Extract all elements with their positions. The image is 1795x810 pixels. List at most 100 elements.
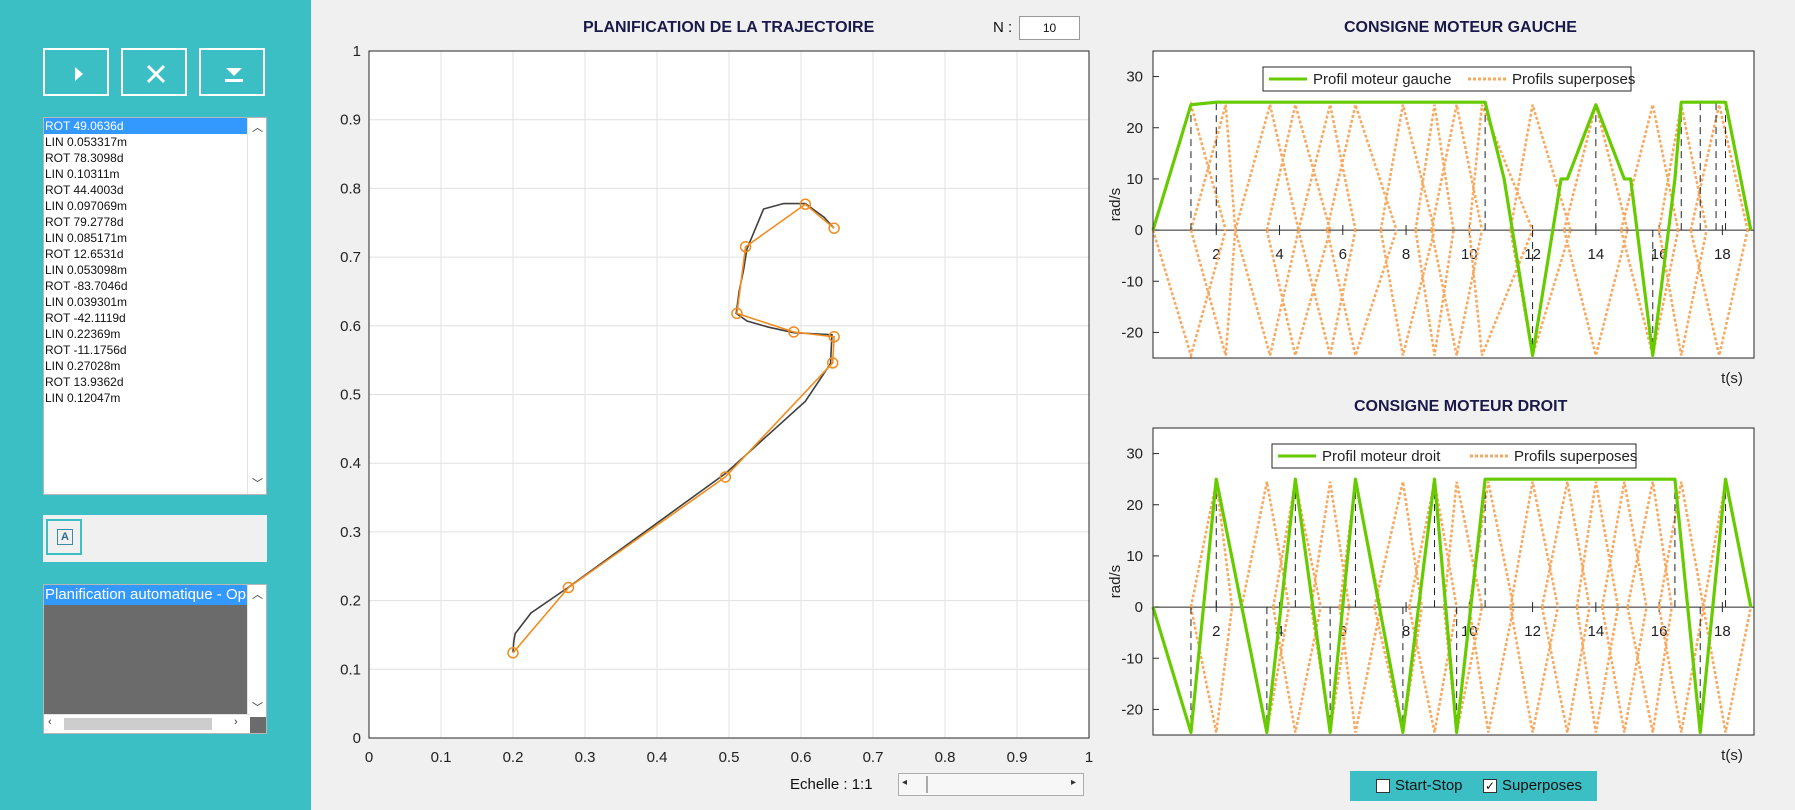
superposed-profile [1657,606,1705,733]
command-item[interactable]: LIN 0.22369m [45,327,121,341]
auto-plan-panel: A [43,515,267,562]
log-hscroll-thumb[interactable] [64,718,212,730]
y-tick-label: 30 [1126,69,1143,86]
command-item[interactable]: LIN 0.039301m [45,295,128,309]
log-vscroll[interactable]: ︿ ﹀ [247,585,266,717]
command-item[interactable]: ROT -83.7046d [45,279,128,293]
x-tick-label: 12 [1524,623,1541,640]
scroll-right-icon[interactable]: › [234,716,238,728]
command-item[interactable]: LIN 0.10311m [45,167,120,181]
slider-left-icon[interactable]: ◂ [902,777,908,788]
legend-main-label: Profil moteur gauche [1313,71,1451,88]
superposed-profile [1468,104,1534,231]
scroll-up-icon[interactable]: ︿ [252,589,263,601]
superposes-checkbox[interactable]: ✓ [1483,779,1497,793]
waypoint-marker [799,198,812,210]
superposed-profile [1189,229,1237,356]
download-button[interactable] [199,48,265,96]
start-stop-checkbox[interactable] [1376,779,1390,793]
x-tick-label: 0.2 [503,749,524,766]
log-list[interactable]: Planification automatique - Op ︿ ﹀ ‹ › [43,584,267,734]
scroll-up-icon[interactable]: ︿ [252,122,263,134]
superposed-profile [1309,481,1351,608]
command-item[interactable]: ROT 44.4003d [45,183,124,197]
command-item[interactable]: LIN 0.053098m [45,263,128,277]
motor-profile-line [1151,100,1753,358]
n-label: N : [993,19,1013,36]
superposed-profile [1562,104,1629,231]
echelle-slider[interactable]: ◂ ▸ [898,773,1084,796]
trajectory-title: PLANIFICATION DE LA TRAJECTOIRE [583,19,875,36]
x-tick-label: 2 [1212,246,1220,263]
command-item[interactable]: LIN 0.053317m [45,135,128,149]
auto-plan-button[interactable]: A [46,519,82,555]
x-tick-label: 2 [1212,623,1220,640]
y-tick-label: 1 [353,43,361,60]
y-tick-label: 0.2 [340,593,361,610]
right-motor-title: CONSIGNE MOTEUR DROIT [1354,398,1568,415]
x-tick-label: 0.9 [1007,749,1028,766]
command-item[interactable]: LIN 0.097069m [45,199,128,213]
command-item[interactable]: LIN 0.27028m [45,359,121,373]
waypoint-path-line [512,203,835,654]
close-icon [146,64,166,84]
superposed-profile [1509,104,1572,231]
scroll-left-icon[interactable]: ‹ [48,716,52,728]
command-item[interactable]: ROT 78.3098d [45,151,124,165]
y-tick-label: 10 [1126,171,1143,188]
waypoint-marker [788,326,800,338]
x-tick-label: 0 [365,749,373,766]
y-tick-label: 10 [1126,548,1143,565]
n-input[interactable]: 10 [1019,16,1080,40]
scroll-down-icon[interactable]: ﹀ [252,702,263,714]
superposed-profile [1600,606,1648,733]
clear-button[interactable] [121,48,187,96]
echelle-label: Echelle : 1:1 [790,776,873,793]
echelle-slider-thumb[interactable] [926,776,928,793]
planned-path-line [512,202,834,653]
y-tick-label: 0.3 [340,524,361,541]
y-tick-label: 0.8 [340,180,361,197]
command-item[interactable]: ROT 12.6531d [45,247,124,261]
x-tick-label: 14 [1587,246,1604,263]
y-tick-label: 0.7 [340,249,361,266]
command-item[interactable]: ROT -11.1756d [45,343,127,357]
command-item[interactable]: ROT 13.9362d [45,375,124,389]
play-button[interactable] [43,48,109,96]
y-axis-label: rad/s [1107,565,1124,598]
superposed-profile [1562,229,1629,356]
y-tick-label: -10 [1121,650,1143,667]
superposed-profile [1442,481,1484,608]
motor-profile-line [1151,477,1753,735]
waypoint-marker [828,331,840,343]
scroll-down-icon[interactable]: ﹀ [252,478,263,490]
superposed-profile [1271,606,1322,733]
command-item[interactable]: ROT -42.1119d [45,311,126,325]
command-item[interactable]: ROT 49.0636d [44,118,247,134]
command-item[interactable]: LIN 0.12047m [45,391,121,405]
x-tick-label: 14 [1587,623,1604,640]
download-icon [225,68,243,82]
log-hscroll[interactable]: ‹ › [44,714,250,733]
log-entry[interactable]: Planification automatique - Op [44,585,251,605]
x-tick-label: 8 [1402,246,1410,263]
command-list[interactable]: ROT 49.0636d LIN 0.053317m ROT 78.3098d LIN… [43,117,267,495]
superposed-profile [1373,481,1424,608]
x-tick-label: 6 [1339,623,1347,640]
start-stop-label: Start-Stop [1395,777,1463,794]
superposed-profile [1325,100,1398,231]
y-tick-label: 0 [1135,599,1143,616]
command-item[interactable]: LIN 0.085171m [45,231,128,245]
y-tick-label: 0.9 [340,112,361,129]
y-tick-label: 0.4 [340,455,361,472]
play-icon [75,67,83,81]
legend-over-label: Profils superposes [1512,71,1635,88]
y-tick-label: 0 [1135,222,1143,239]
y-tick-label: 0 [353,730,361,747]
command-list-scrollbar[interactable]: ︿ ﹀ [247,118,266,494]
slider-right-icon[interactable]: ▸ [1071,777,1077,788]
command-item[interactable]: ROT 79.2778d [45,215,124,229]
y-tick-label: 20 [1126,120,1143,137]
superposed-profile [1151,229,1227,360]
